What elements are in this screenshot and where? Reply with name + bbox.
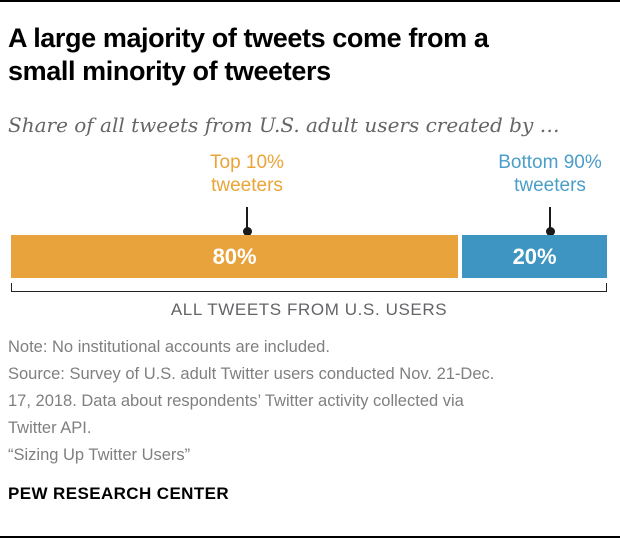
pew-research-center-footer: PEW RESEARCH CENTER bbox=[8, 484, 230, 503]
source-notes: Note: No institutional accounts are incl… bbox=[8, 338, 495, 464]
bar-segment-bottom90: 20% bbox=[462, 235, 607, 278]
leader-line-bottom90 bbox=[549, 207, 551, 229]
bar-bracket bbox=[11, 283, 607, 292]
bar-axis-label: ALL TWEETS FROM U.S. USERS bbox=[170, 300, 448, 319]
bottom-rule bbox=[0, 536, 620, 538]
chart-title-line2: small minority of tweeters bbox=[8, 56, 331, 86]
chart-subtitle: Share of all tweets from U.S. adult user… bbox=[8, 113, 560, 137]
stacked-bar: 80% 20% bbox=[11, 235, 607, 278]
leader-dot-bottom90 bbox=[546, 227, 555, 236]
leader-line-top10 bbox=[246, 207, 248, 229]
chart-title: A large majority of tweets come from a s… bbox=[8, 22, 612, 88]
chart-title-line1: A large majority of tweets come from a bbox=[8, 23, 489, 53]
bar-value-top10: 80% bbox=[212, 243, 257, 269]
label-top10-tweeters: Top 10% tweeters bbox=[210, 152, 284, 196]
label-bottom90-tweeters: Bottom 90% tweeters bbox=[498, 152, 602, 196]
top-rule bbox=[0, 0, 620, 2]
bar-value-bottom90: 20% bbox=[512, 243, 557, 269]
leader-dot-top10 bbox=[243, 227, 252, 236]
bar-segment-top10: 80% bbox=[11, 235, 459, 278]
